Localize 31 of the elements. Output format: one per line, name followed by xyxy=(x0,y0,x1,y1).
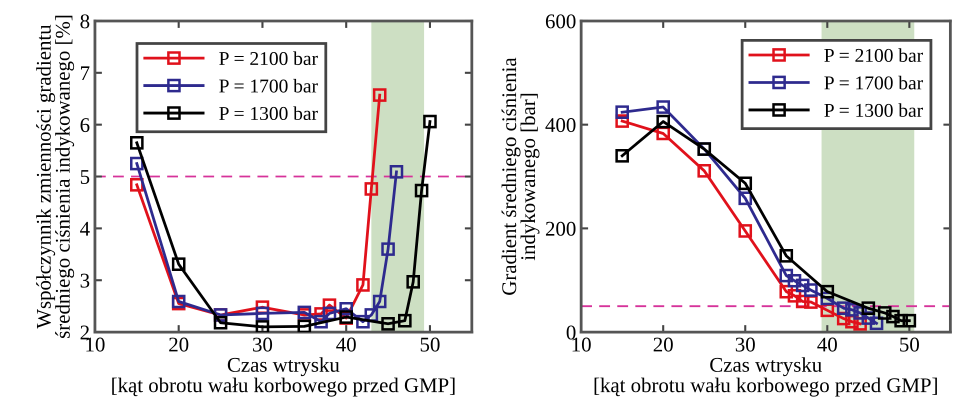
y-tick-label: 5 xyxy=(80,170,90,184)
y-tick-label: 3 xyxy=(80,274,90,288)
legend-label: P = 2100 bar xyxy=(219,51,318,66)
y-axis-title: Współczynnik zmienności gradientu średniego ciśnienia indykowanego [%] xyxy=(36,16,74,338)
x-tick-label: 20 xyxy=(169,338,188,352)
x-axis-title: Czas wtrysku [kąt obrotu wału korbowego przed GMP] xyxy=(594,357,937,397)
legend-label: P = 1700 bar xyxy=(219,78,318,93)
x-tick-label: 10 xyxy=(86,338,105,352)
y-tick-label: 200 xyxy=(546,222,576,236)
y-tick-label: 600 xyxy=(546,14,576,28)
y-axis-title: Gradient średniego ciśnienia indykowanego [bar] xyxy=(502,58,540,295)
y-tick-label: 8 xyxy=(80,14,90,28)
x-tick-label: 30 xyxy=(736,338,755,352)
x-tick-label: 30 xyxy=(253,338,272,352)
y-tick-label: 6 xyxy=(80,118,90,132)
x-tick-label: 50 xyxy=(420,338,440,352)
y-tick-label: 400 xyxy=(545,118,576,132)
x-tick-label: 50 xyxy=(900,338,919,352)
legend-label: P = 1300 bar xyxy=(219,106,318,120)
y-tick-label: 7 xyxy=(81,66,90,80)
x-tick-label: 10 xyxy=(572,338,591,352)
legend-label: P = 1700 bar xyxy=(824,76,923,90)
legend-label: P = 1300 bar xyxy=(824,103,923,117)
x-tick-label: 20 xyxy=(654,338,673,352)
legend-label: P = 2100 bar xyxy=(824,48,923,62)
x-tick-label: 40 xyxy=(817,338,837,352)
y-tick-label: 0 xyxy=(566,325,576,340)
x-tick-label: 40 xyxy=(336,338,356,352)
y-tick-label: 4 xyxy=(80,222,90,236)
y-tick-label: 2 xyxy=(80,326,89,340)
x-axis-title: Czas wtrysku [kąt obrotu wału korbowego przed GMP] xyxy=(112,357,455,397)
